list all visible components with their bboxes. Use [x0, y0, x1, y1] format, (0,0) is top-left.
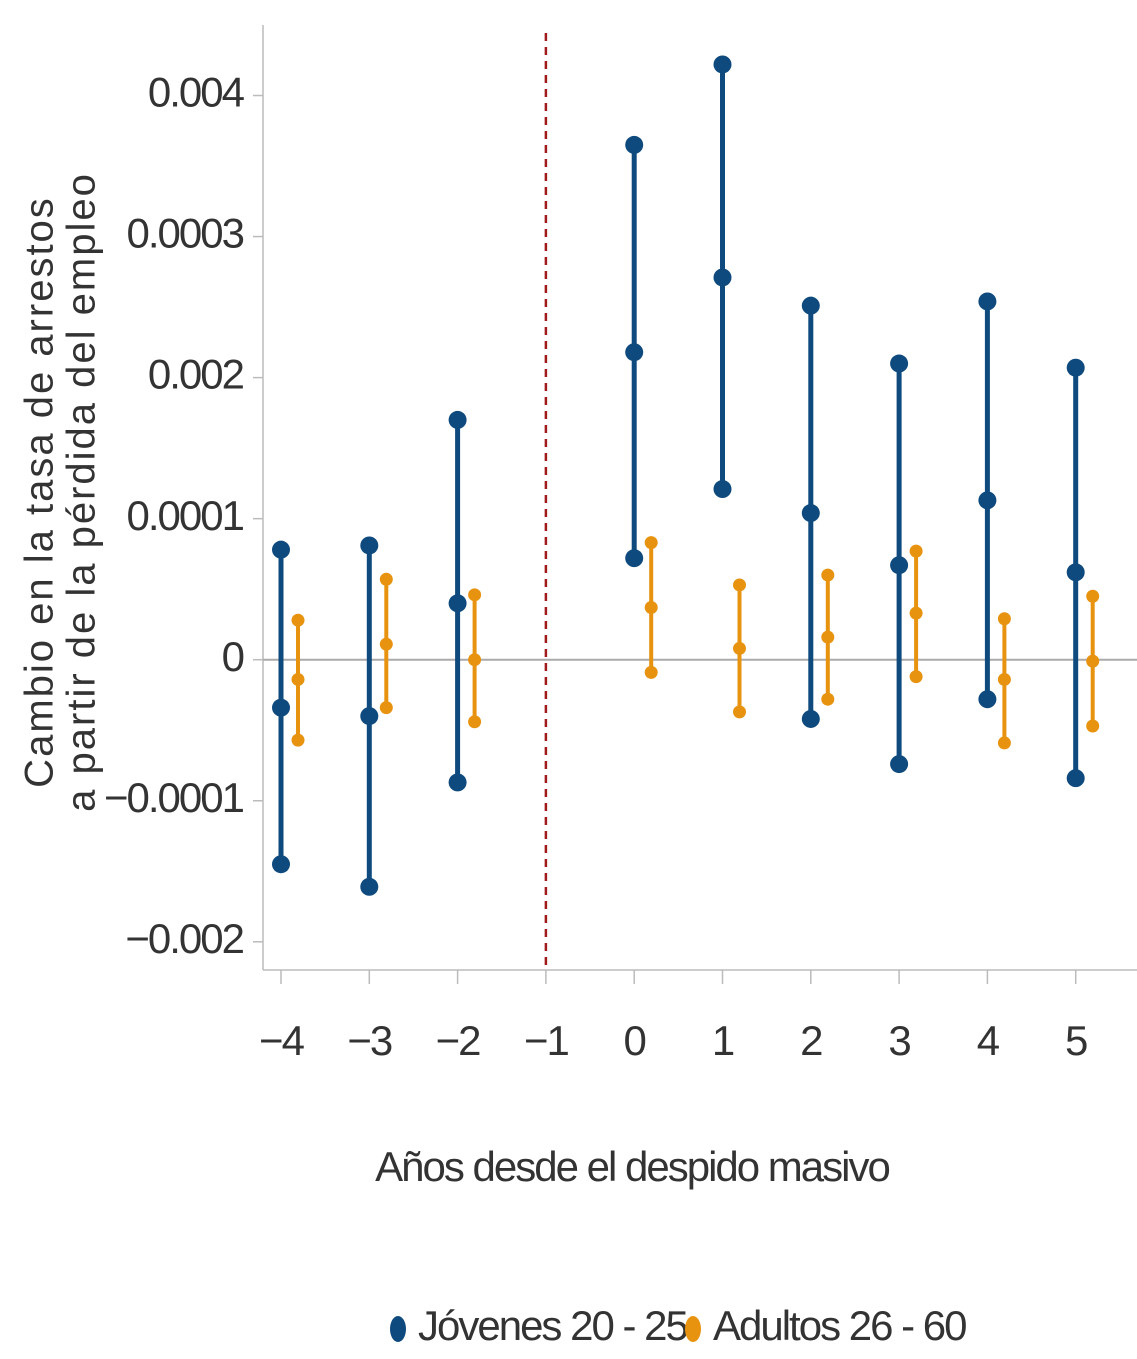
ci-lower: [360, 877, 379, 896]
ci-lower: [713, 480, 732, 499]
x-tick-label: −1: [524, 1017, 569, 1064]
point-estimate: [909, 606, 923, 620]
x-tick-label: −4: [259, 1017, 305, 1064]
point-estimate: [1066, 563, 1085, 582]
point-estimate: [978, 491, 997, 510]
point-estimate: [625, 343, 644, 362]
legend-marker: [390, 1316, 406, 1342]
point-estimate: [291, 672, 305, 686]
ci-lower: [1086, 719, 1100, 733]
ci-upper: [733, 578, 746, 592]
ci-upper: [1086, 589, 1100, 603]
ci-lower: [625, 549, 644, 568]
y-axis-title: Cambio en la tasa de arrestos: [18, 196, 62, 788]
ci-upper: [801, 296, 820, 315]
ci-lower: [909, 670, 923, 684]
ci-lower: [644, 665, 658, 679]
point-estimate: [272, 698, 290, 717]
ci-upper: [1066, 358, 1085, 377]
y-tick-label: 0.004: [148, 69, 245, 116]
x-tick-label: 3: [888, 1017, 910, 1064]
point-estimate: [468, 653, 482, 667]
x-axis-title: Años desde el despido masivo: [375, 1143, 889, 1190]
point-estimate: [821, 630, 835, 644]
ci-lower: [821, 692, 835, 706]
ci-lower: [448, 773, 467, 792]
legend-label: Adultos 26 - 60: [713, 1302, 966, 1349]
legend-label: Jóvenes 20 - 25: [418, 1302, 688, 1349]
point-estimate: [890, 556, 909, 575]
x-tick-label: 2: [800, 1017, 822, 1064]
x-tick-label: −2: [436, 1017, 481, 1064]
ci-upper: [978, 292, 997, 311]
point-estimate: [801, 504, 820, 523]
ci-lower: [733, 705, 746, 719]
ci-upper: [713, 55, 732, 74]
ci-lower: [997, 736, 1011, 750]
y-tick-label: 0.002: [148, 351, 244, 398]
y-axis-title: a partir de la pérdida del empleo: [60, 172, 104, 812]
ci-upper: [468, 588, 482, 602]
ci-upper: [997, 612, 1011, 626]
point-estimate: [733, 641, 746, 655]
x-tick-label: 1: [712, 1017, 734, 1064]
ci-upper: [890, 354, 909, 373]
ci-lower: [890, 755, 909, 774]
y-tick-label: 0.0003: [127, 210, 244, 257]
ci-upper: [909, 544, 923, 558]
ci-upper: [625, 135, 644, 154]
ci-upper: [821, 568, 835, 582]
ci-lower: [1066, 769, 1085, 788]
ci-upper: [379, 572, 393, 586]
ci-lower: [272, 855, 290, 874]
x-tick-label: 5: [1065, 1017, 1087, 1064]
point-estimate: [448, 594, 467, 613]
ci-upper: [272, 540, 290, 559]
ci-upper: [644, 536, 658, 550]
ci-upper: [448, 410, 467, 429]
x-tick-label: 0: [624, 1017, 646, 1064]
ci-lower: [978, 690, 997, 709]
x-tick-label: 4: [977, 1017, 1000, 1064]
y-tick-label: −0.0001: [104, 774, 244, 821]
ci-lower: [468, 715, 482, 729]
legend-marker: [685, 1316, 701, 1342]
y-tick-label: 0: [222, 633, 244, 680]
ci-lower: [291, 733, 305, 747]
ci-lower: [379, 701, 393, 715]
point-estimate: [997, 672, 1011, 686]
ci-lower: [801, 709, 820, 728]
x-tick-label: −3: [347, 1017, 392, 1064]
ci-upper: [291, 613, 305, 627]
point-estimate: [1086, 654, 1100, 668]
y-tick-label: −0.002: [125, 915, 243, 962]
y-tick-label: 0.0001: [127, 492, 244, 539]
ci-upper: [360, 536, 379, 555]
point-estimate: [713, 268, 732, 287]
point-estimate: [379, 637, 393, 651]
point-estimate: [360, 707, 379, 726]
point-estimate: [644, 601, 658, 615]
